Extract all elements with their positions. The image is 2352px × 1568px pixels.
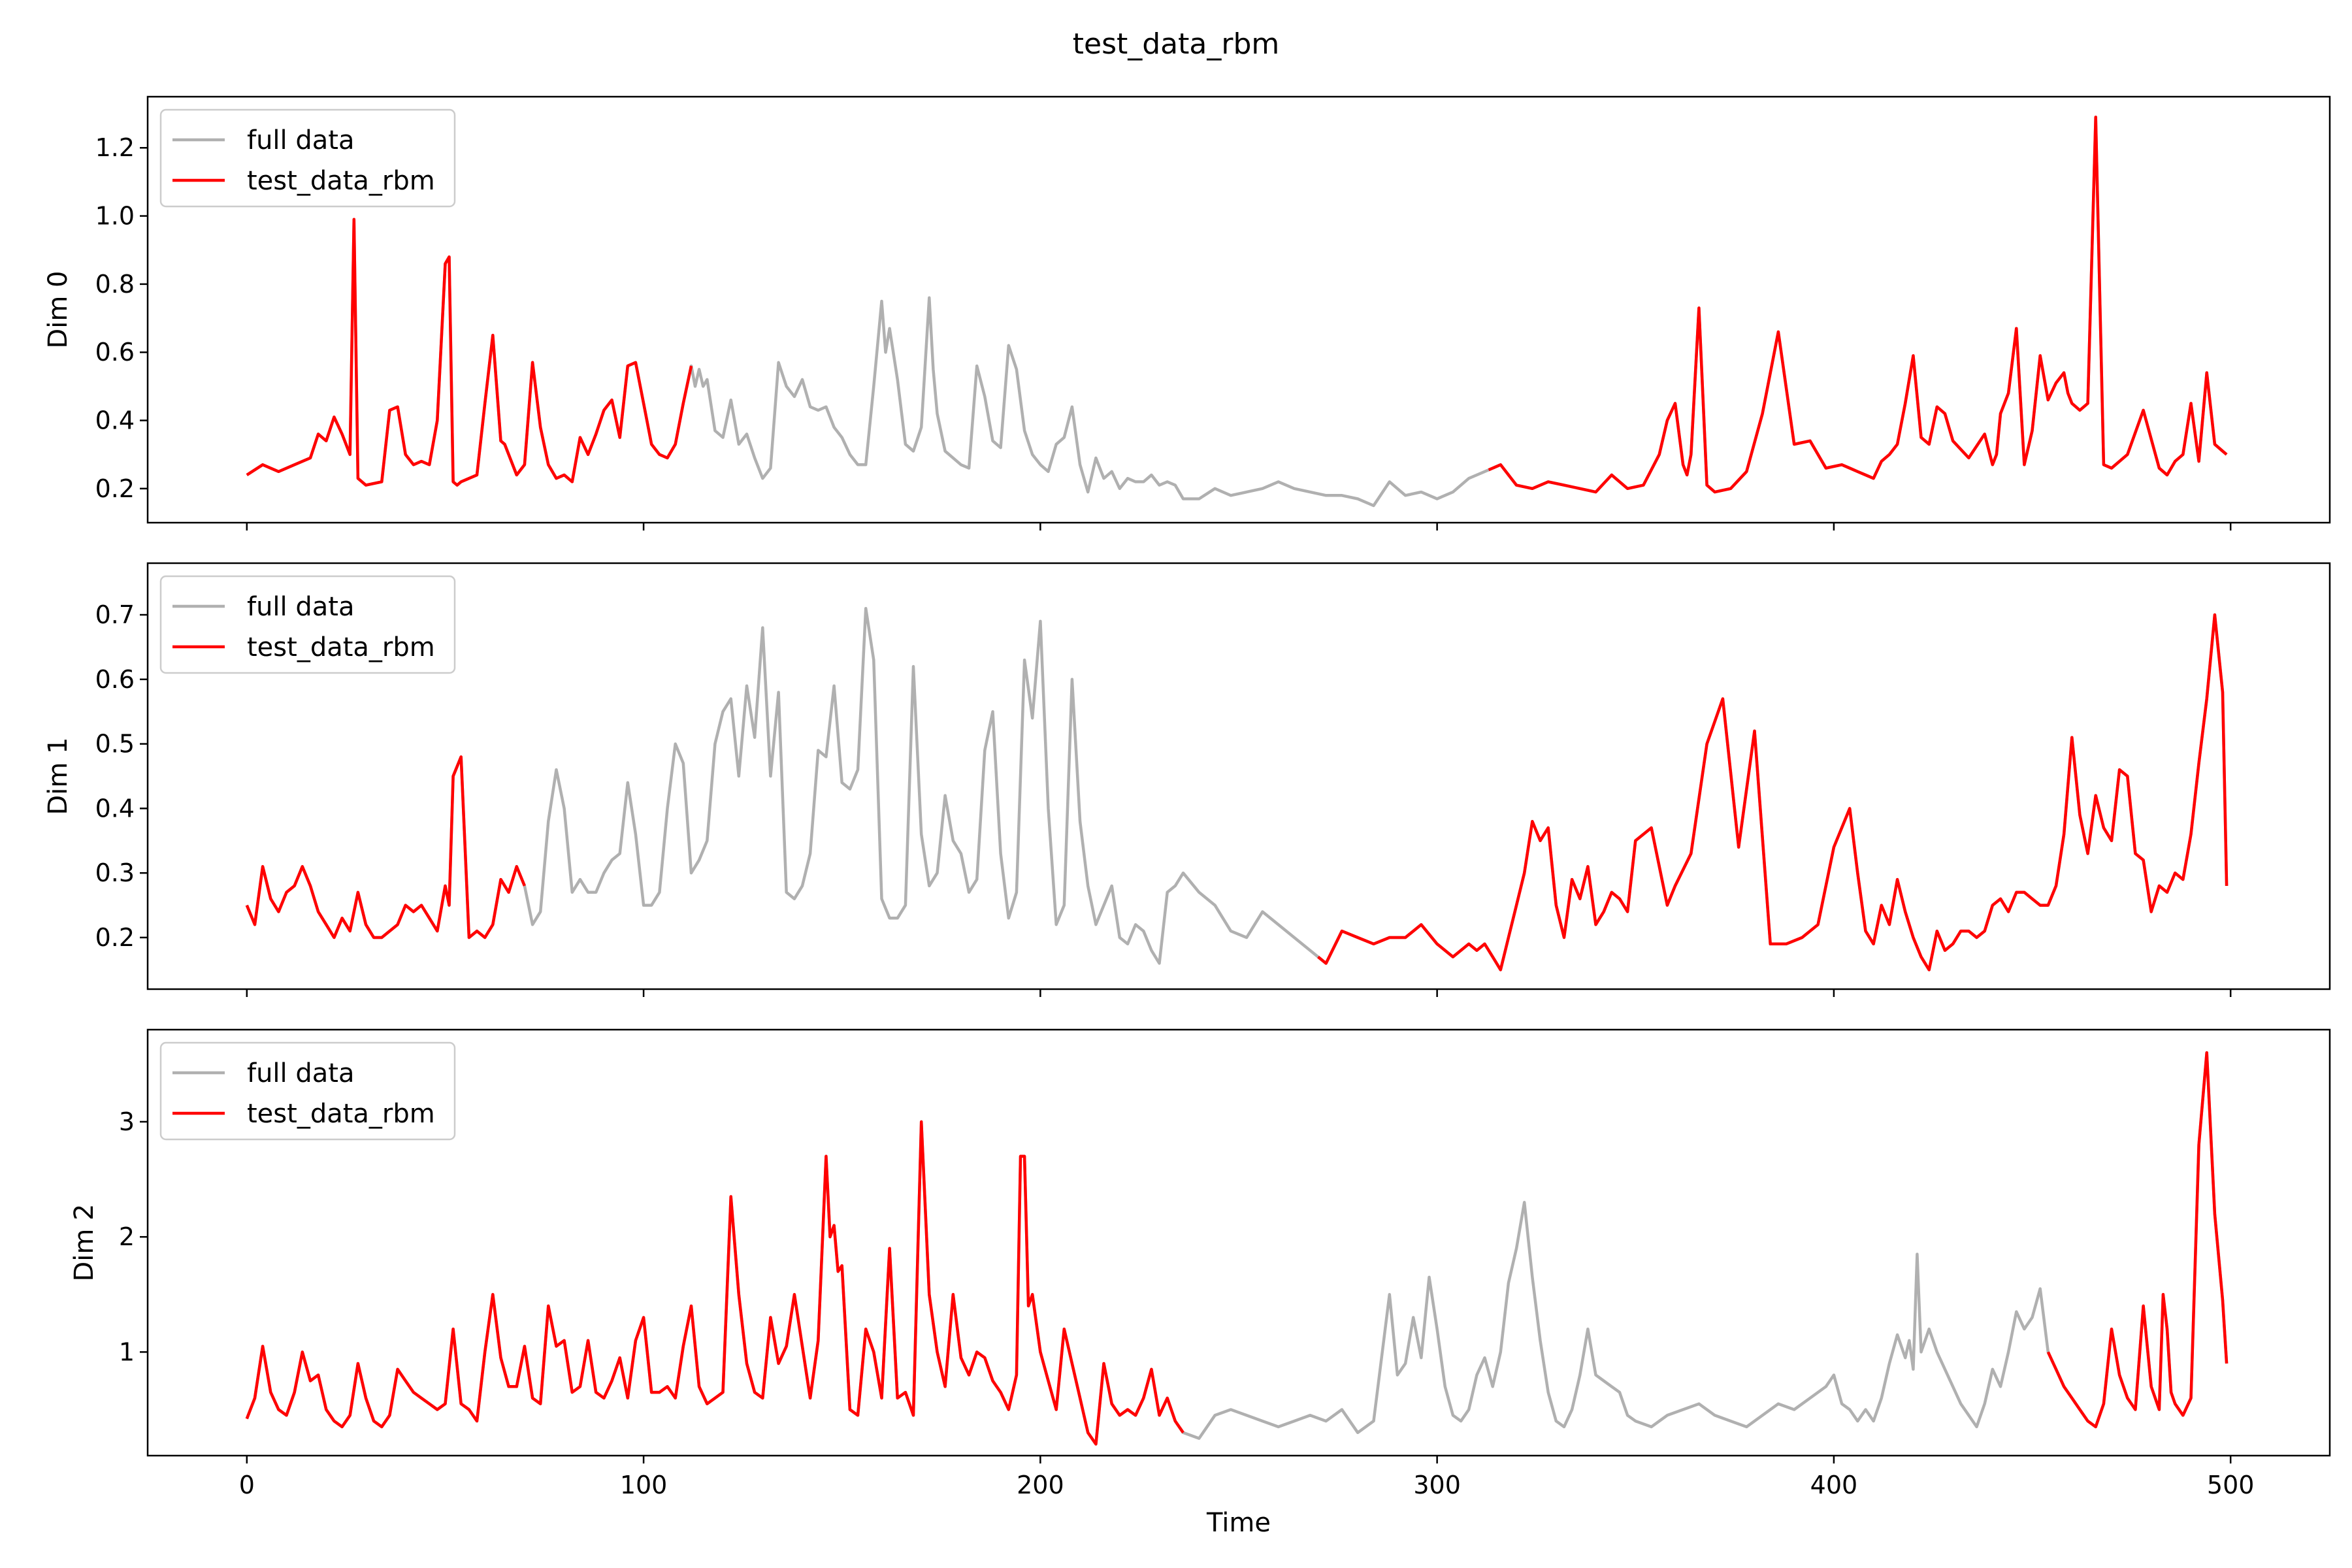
- x-tick-label: 300: [1413, 1471, 1461, 1499]
- panel-1: 0.2 0.3 0.4 0.5 0.6 0.7 Dim 1 full data test_dat…: [43, 562, 2331, 997]
- y-tick-label: 0.4: [95, 406, 135, 435]
- y-tick-label: 3: [119, 1107, 135, 1136]
- plot-frame: [146, 95, 2331, 524]
- y-tick-label: 2: [119, 1222, 135, 1251]
- plot-frame: [146, 1028, 2331, 1457]
- x-tick-label: 200: [1017, 1471, 1064, 1499]
- y-tick-label: 0.3: [95, 858, 135, 887]
- legend-label: full data: [247, 125, 354, 155]
- y-tick-label: 0.4: [95, 794, 135, 823]
- legend: full data test_data_rbm: [159, 575, 456, 674]
- y-tick-label: 0.5: [95, 730, 135, 759]
- test-data-rbm-line-0: [246, 218, 693, 487]
- y-axis-label: Dim 1: [43, 737, 73, 815]
- test-data-rbm-line-0: [245, 755, 526, 939]
- y-tick-label: 0.2: [95, 474, 135, 503]
- y-tick-label: 0.2: [95, 923, 135, 952]
- figure-title: test_data_rbm: [1073, 27, 1280, 61]
- legend-label: full data: [247, 1058, 354, 1088]
- x-tick-label: 100: [620, 1471, 668, 1499]
- legend: full data test_data_rbm: [159, 1041, 456, 1141]
- legend-label: test_data_rbm: [247, 166, 435, 196]
- legend-label: test_data_rbm: [247, 1099, 435, 1129]
- test-data-rbm-line-1: [2046, 1051, 2229, 1429]
- legend-label: test_data_rbm: [247, 632, 435, 662]
- y-axis-label: Dim 2: [69, 1203, 99, 1281]
- x-axis-label: Time: [1206, 1508, 1271, 1538]
- legend-label: full data: [247, 592, 354, 622]
- y-tick-label: 0.6: [95, 338, 135, 367]
- y-tick-label: 0.6: [95, 665, 135, 694]
- full-data-line: [245, 606, 2229, 972]
- y-tick-label: 1: [119, 1337, 135, 1366]
- y-tick-label: 0.8: [95, 270, 135, 299]
- panel-0: 0.2 0.4 0.6 0.8 1.0 1.2 Dim 0 full data test_dat…: [43, 95, 2331, 531]
- x-tick-label: 0: [239, 1471, 255, 1499]
- test-data-rbm-line-1: [1317, 613, 2229, 972]
- legend-box: [159, 1041, 456, 1141]
- y-tick-label: 1.0: [95, 202, 135, 231]
- x-tick-label: 400: [1810, 1471, 1858, 1499]
- y-axis-label: Dim 0: [43, 270, 73, 348]
- x-tick-label: 500: [2207, 1471, 2255, 1499]
- test-data-rbm-line-0: [245, 1120, 1184, 1446]
- legend-box: [159, 575, 456, 674]
- y-tick-label: 0.7: [95, 600, 135, 629]
- full-data-line: [245, 1051, 2229, 1446]
- test-data-rbm-line-1: [1488, 116, 2228, 494]
- legend-box: [159, 108, 456, 208]
- legend: full data test_data_rbm: [159, 108, 456, 208]
- y-tick-label: 1.2: [95, 133, 135, 162]
- plot-frame: [146, 562, 2331, 990]
- panel-2: 1 2 3 0 100 200 300 400 500 Dim 2 full data test_da…: [69, 1028, 2331, 1499]
